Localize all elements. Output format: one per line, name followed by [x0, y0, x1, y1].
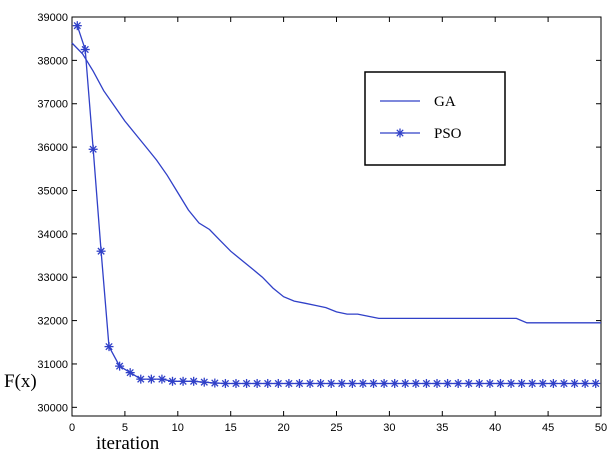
data-point-pso: [400, 378, 410, 388]
series-line-ga: [71, 42, 601, 324]
y-tick-label: 30000: [37, 402, 68, 414]
data-point-pso: [305, 378, 315, 388]
data-point-pso: [337, 378, 347, 388]
y-tick-label: 32000: [37, 316, 68, 328]
data-point-pso: [379, 378, 389, 388]
data-point-pso: [316, 378, 326, 388]
data-point-pso: [178, 376, 188, 386]
data-point-pso: [369, 378, 379, 388]
data-point-pso: [115, 361, 125, 371]
data-point-pso: [146, 374, 156, 384]
data-point-pso: [548, 378, 558, 388]
data-point-pso: [273, 378, 283, 388]
legend-label-pso: PSO: [434, 126, 462, 142]
legend-label-ga: GA: [434, 94, 456, 110]
data-point-pso: [538, 378, 548, 388]
data-point-pso: [411, 378, 421, 388]
data-point-pso: [263, 378, 273, 388]
data-point-pso: [284, 378, 294, 388]
data-point-pso: [527, 378, 537, 388]
x-tick-label: 0: [69, 422, 75, 434]
legend-asterisk: [395, 128, 405, 138]
legend: GA PSO: [364, 71, 506, 166]
data-point-pso: [591, 378, 601, 388]
y-tick-label: 35000: [37, 185, 68, 197]
data-point-pso: [294, 378, 304, 388]
data-point-pso: [559, 378, 569, 388]
series-layer: [71, 21, 601, 388]
y-tick-label: 31000: [37, 359, 68, 371]
data-point-pso: [80, 45, 90, 55]
data-point-pso: [199, 377, 209, 387]
data-point-pso: [72, 21, 82, 31]
data-point-pso: [580, 378, 590, 388]
data-point-pso: [104, 342, 114, 352]
data-point-pso: [464, 378, 474, 388]
data-point-pso: [231, 378, 241, 388]
data-point-pso: [157, 374, 167, 384]
data-point-pso: [421, 378, 431, 388]
x-tick-label: 30: [383, 422, 395, 434]
x-tick-label: 15: [225, 422, 237, 434]
y-tick-label: 34000: [37, 229, 68, 241]
data-point-pso: [96, 246, 106, 256]
data-point-pso: [453, 378, 463, 388]
data-point-pso: [517, 378, 527, 388]
y-tick-label: 37000: [37, 99, 68, 111]
legend-box: [364, 71, 506, 166]
data-point-pso: [432, 378, 442, 388]
data-point-pso: [168, 376, 178, 386]
data-point-pso: [474, 378, 484, 388]
y-tick-label: 33000: [37, 272, 68, 284]
x-tick-label: 45: [542, 422, 554, 434]
data-point-pso: [506, 378, 516, 388]
data-point-pso: [485, 378, 495, 388]
plot-area: [71, 16, 602, 417]
y-tick-label: 38000: [37, 55, 68, 67]
data-point-pso: [347, 378, 357, 388]
x-tick-label: 5: [122, 422, 128, 434]
y-axis-label: F(x): [4, 371, 37, 392]
data-point-pso: [443, 378, 453, 388]
x-tick-label: 35: [436, 422, 448, 434]
x-tick-label: 10: [172, 422, 184, 434]
data-point-pso: [326, 378, 336, 388]
data-point-pso: [252, 378, 262, 388]
data-point-pso: [189, 376, 199, 386]
data-point-pso: [570, 378, 580, 388]
x-axis-ticks: 0 5 10 15 20 25 30 35 40 45 50: [69, 17, 607, 434]
data-point-pso: [390, 378, 400, 388]
x-tick-label: 25: [330, 422, 342, 434]
y-axis-ticks: 30000 31000 32000 33000 34000 35000 36000 37000…: [37, 12, 601, 414]
data-point-pso: [125, 368, 135, 378]
plot-frame: [71, 16, 602, 417]
data-point-pso: [136, 374, 146, 384]
y-tick-label: 36000: [37, 142, 68, 154]
data-point-pso: [220, 378, 230, 388]
data-point-pso: [358, 378, 368, 388]
legend-marker-pso: [395, 128, 405, 138]
x-tick-label: 50: [595, 422, 607, 434]
x-tick-label: 20: [277, 422, 289, 434]
x-axis-label: iteration: [96, 433, 160, 450]
data-point-pso: [242, 378, 252, 388]
x-tick-label: 40: [489, 422, 501, 434]
y-tick-label: 39000: [37, 12, 68, 24]
data-point-pso: [210, 378, 220, 388]
data-point-pso: [88, 144, 98, 154]
data-point-pso: [495, 378, 505, 388]
